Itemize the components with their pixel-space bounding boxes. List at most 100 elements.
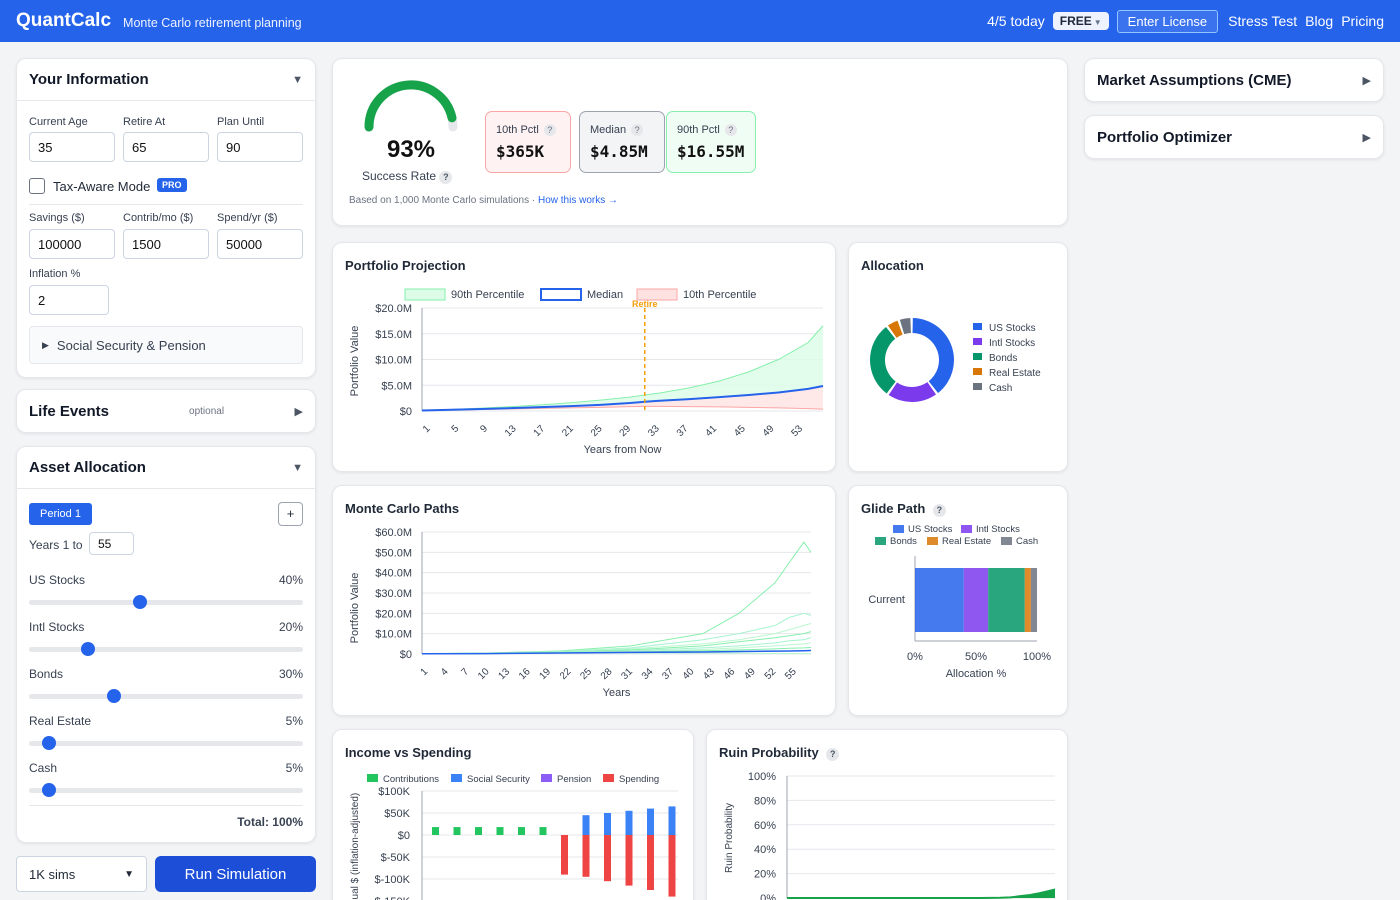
portfolio-optimizer-header[interactable]: Portfolio Optimizer ▶ — [1085, 116, 1383, 158]
stat-value: $16.55M — [677, 142, 745, 161]
y-tick-label: 100% — [748, 771, 776, 783]
chart-title: Glide Path — [861, 501, 926, 516]
legend-label: Intl Stocks — [989, 338, 1035, 349]
bar — [668, 806, 676, 835]
x-tick-label: 28 — [599, 666, 615, 682]
contrib-input[interactable]: 1500 — [123, 229, 209, 259]
legend-swatch — [961, 525, 972, 533]
x-tick-label: 55 — [783, 666, 799, 682]
donut-slice — [912, 318, 954, 393]
legend-swatch — [893, 525, 904, 533]
slider-track[interactable] — [29, 595, 303, 609]
legend-label: Cash — [1016, 536, 1038, 547]
tax-aware-label[interactable]: Tax-Aware Mode — [53, 179, 151, 194]
slider-value: 40% — [278, 573, 303, 587]
slider-track[interactable] — [29, 689, 303, 703]
stat-label: 90th Pctl — [677, 124, 720, 136]
run-simulation-button[interactable]: Run Simulation — [155, 856, 316, 892]
optional-note: optional — [189, 405, 225, 417]
x-tick-label: 34 — [640, 666, 656, 682]
legend-swatch — [404, 288, 446, 301]
legend-label: Real Estate — [942, 536, 991, 547]
chevron-right-icon: ▶ — [42, 339, 49, 350]
portfolio-optimizer-card[interactable]: Portfolio Optimizer ▶ — [1084, 115, 1384, 159]
help-icon[interactable]: ? — [932, 504, 946, 517]
years-to-input[interactable]: 55 — [89, 532, 134, 555]
life-events-card[interactable]: Life Events optional ▶ — [16, 389, 316, 433]
how-this-works-link[interactable]: How this works → — [538, 195, 619, 206]
legend-label: Spending — [619, 774, 659, 785]
your-information-header[interactable]: Your Information ▼ — [17, 59, 315, 101]
market-assumptions-header[interactable]: Market Assumptions (CME) ▶ — [1085, 59, 1383, 101]
slider-label: Intl Stocks — [29, 620, 85, 634]
slider-track[interactable] — [29, 736, 303, 750]
y-axis-label: Portfolio Value — [349, 326, 361, 397]
tax-aware-checkbox[interactable] — [29, 178, 45, 194]
life-events-header[interactable]: Life Events optional ▶ — [17, 390, 315, 432]
enter-license-button[interactable]: Enter License — [1116, 9, 1219, 33]
slider-label: Bonds — [29, 667, 64, 681]
slider-track[interactable] — [29, 642, 303, 656]
add-period-button[interactable]: + — [278, 502, 303, 526]
legend-swatch — [540, 288, 582, 301]
social-security-toggle[interactable]: ▶ Social Security & Pension — [29, 326, 303, 364]
asset-allocation-header[interactable]: Asset Allocation ▼ — [17, 447, 315, 489]
retire-at-input[interactable]: 65 — [123, 132, 209, 162]
help-icon[interactable]: ? — [439, 171, 453, 184]
years-label: Years 1 to — [29, 538, 83, 552]
stat-value: $4.85M — [590, 142, 648, 161]
brand-logo[interactable]: QuantCalc — [16, 10, 112, 31]
current-age-label: Current Age — [29, 116, 88, 128]
plan-until-label: Plan Until — [217, 116, 265, 128]
spend-label: Spend/yr ($) — [217, 212, 278, 224]
x-tick-label: 7 — [459, 666, 471, 678]
glide-bar-segment — [988, 568, 1025, 632]
inflation-input[interactable]: 2 — [29, 285, 109, 315]
donut-slice — [888, 382, 937, 402]
x-tick-label: 49 — [742, 666, 758, 682]
slider-track[interactable] — [29, 783, 303, 797]
x-tick-label: 37 — [675, 423, 691, 439]
donut-slice — [887, 320, 903, 338]
help-icon[interactable]: ? — [724, 124, 737, 136]
current-age-input[interactable]: 35 — [29, 132, 115, 162]
x-tick-label: 40 — [681, 666, 697, 682]
slider-thumb[interactable] — [107, 689, 121, 703]
x-tick-label: 50% — [965, 651, 987, 663]
stat-label: 10th Pctl — [496, 124, 539, 136]
market-assumptions-card[interactable]: Market Assumptions (CME) ▶ — [1084, 58, 1384, 102]
x-tick-label: 31 — [619, 666, 635, 682]
savings-input[interactable]: 100000 — [29, 229, 115, 259]
slider-thumb[interactable] — [42, 783, 56, 797]
x-tick-label: 29 — [618, 423, 634, 439]
slider-thumb[interactable] — [81, 642, 95, 656]
nav-pricing[interactable]: Pricing — [1341, 13, 1384, 29]
sims-select[interactable]: 1K sims ▼ — [16, 856, 147, 892]
donut-slice — [899, 318, 911, 335]
income-vs-spending-card: Income vs Spending $100K $50K $0 $-50K $-100… — [332, 729, 694, 900]
plan-until-input[interactable]: 90 — [217, 132, 303, 162]
bar — [539, 827, 547, 835]
help-icon[interactable]: ? — [826, 748, 840, 761]
help-icon[interactable]: ? — [631, 124, 644, 136]
x-tick-label: 45 — [732, 423, 748, 439]
chart-title: Allocation — [861, 258, 924, 273]
slider-thumb[interactable] — [42, 736, 56, 750]
nav-stress-test[interactable]: Stress Test — [1228, 13, 1298, 29]
x-tick-label: 19 — [537, 666, 553, 682]
y-tick-label: $40.0M — [375, 568, 412, 580]
plan-badge-label: FREE — [1059, 14, 1092, 28]
help-icon[interactable]: ? — [543, 124, 556, 136]
nav-blog[interactable]: Blog — [1305, 13, 1334, 29]
plan-badge[interactable]: FREE ▼ — [1052, 12, 1109, 30]
y-axis-label: Annual $ (inflation-adjusted) — [350, 793, 361, 900]
slider-thumb[interactable] — [133, 595, 147, 609]
glide-bar-segment — [1030, 568, 1037, 632]
period-1-tab[interactable]: Period 1 — [29, 503, 92, 525]
spend-input[interactable]: 50000 — [217, 229, 303, 259]
y-tick-label: $10.0M — [375, 355, 412, 367]
bar — [668, 835, 676, 897]
legend-label: 10th Percentile — [683, 289, 756, 301]
legend-label: US Stocks — [989, 323, 1036, 334]
slider-value: 20% — [278, 620, 303, 634]
